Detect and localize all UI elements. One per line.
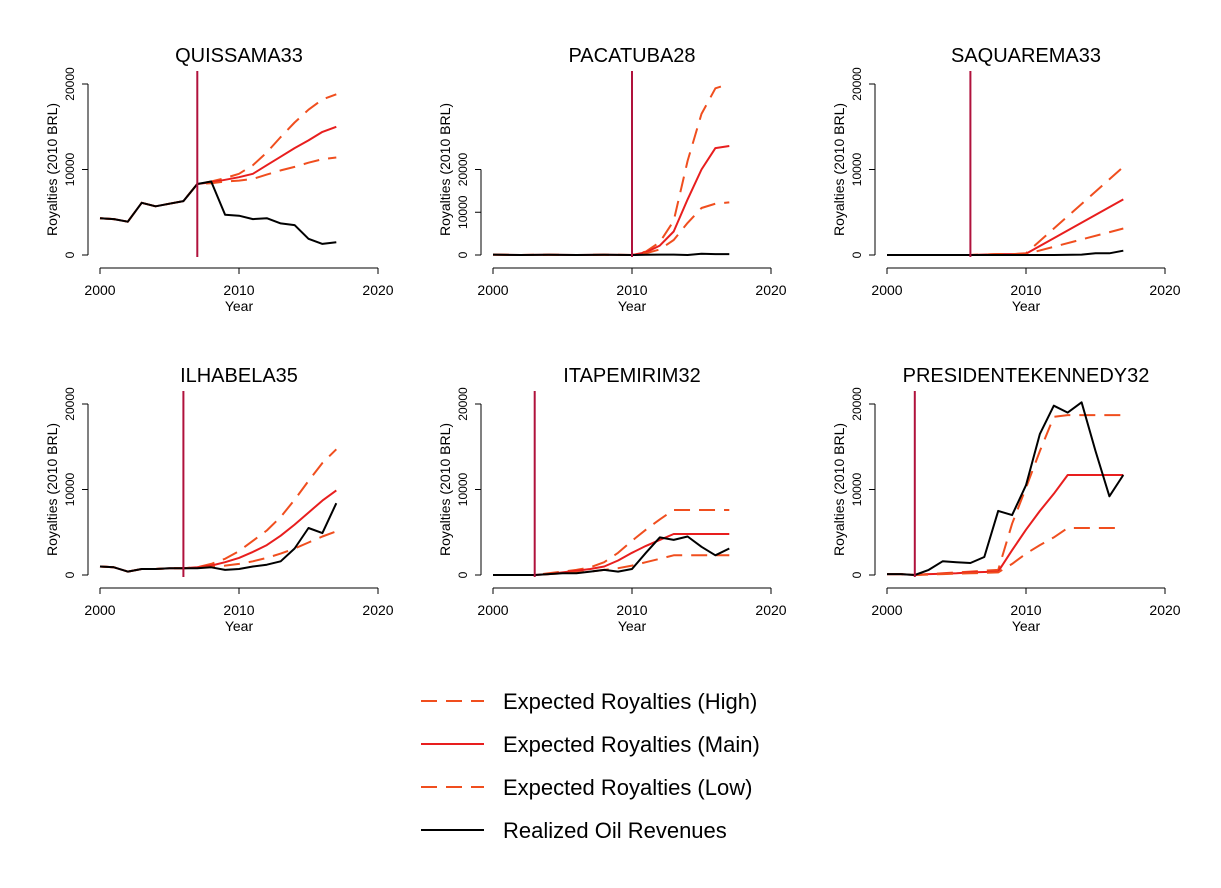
y-tick-label: 10000 xyxy=(63,152,77,186)
series-line-expected-royalties-main xyxy=(887,198,1124,256)
legend-item-expected-royalties-low: Expected Royalties (Low) xyxy=(421,775,752,800)
x-tick-label: 2010 xyxy=(616,602,647,618)
x-tick-label: 2000 xyxy=(871,282,902,298)
panel-title: SAQUAREMA33 xyxy=(951,45,1101,67)
panel-title: ITAPEMIRIM32 xyxy=(563,365,700,387)
series-line-expected-royalties-low xyxy=(887,527,1124,576)
series-line-expected-royalties-high xyxy=(887,166,1124,256)
x-axis-label: Year xyxy=(1012,298,1041,314)
panel-presidentekennedy32: PRESIDENTEKENNEDY32 2000 2010 2020 Year 0 1000… xyxy=(831,365,1181,634)
y-tick-label: 20000 xyxy=(456,387,470,421)
series-line-expected-royalties-high xyxy=(493,509,730,576)
series-line-expected-royalties-high xyxy=(887,414,1124,576)
x-axis-label: Year xyxy=(1012,618,1041,634)
legend-item-expected-royalties-high: Expected Royalties (High) xyxy=(421,689,757,714)
panel-ilhabela35: ILHABELA35 2000 2010 2020 Year 0 10000 20000Roy… xyxy=(44,365,394,634)
y-tick-label: 20000 xyxy=(850,67,864,101)
series-line-expected-royalties-low xyxy=(99,530,337,573)
y-axis-label: Royalties (2010 BRL) xyxy=(437,423,453,556)
x-tick-label: 2000 xyxy=(84,282,115,298)
y-axis-label: Royalties (2010 BRL) xyxy=(44,423,60,556)
legend: Expected Royalties (High) Expected Royalt… xyxy=(421,689,760,843)
y-tick-label: 0 xyxy=(850,251,864,258)
x-tick-label: 2020 xyxy=(1149,602,1180,618)
x-axis-label: Year xyxy=(618,618,647,634)
y-tick-label: 10000 xyxy=(850,472,864,506)
x-tick-label: 2000 xyxy=(84,602,115,618)
y-axis-label: Royalties (2010 BRL) xyxy=(831,423,847,556)
series-line-realized-oil-revenues xyxy=(492,252,730,256)
panel-title: ILHABELA35 xyxy=(180,365,298,387)
x-tick-label: 2010 xyxy=(616,282,647,298)
y-tick-label: 10000 xyxy=(456,472,470,506)
panel-quissama33: QUISSAMA33 2000 2010 2020 Year 0 10000 20000Roy… xyxy=(44,45,394,314)
x-axis-label: Year xyxy=(225,298,254,314)
series-line-expected-royalties-low xyxy=(99,156,337,223)
y-tick-label: 0 xyxy=(850,571,864,578)
y-tick-label: 0 xyxy=(456,571,470,578)
series-line-expected-royalties-high xyxy=(99,93,337,223)
y-tick-label: 20000 xyxy=(850,387,864,421)
series-line-realized-oil-revenues xyxy=(99,502,338,573)
legend-item-realized-oil-revenues: Realized Oil Revenues xyxy=(421,818,727,843)
series-line-realized-oil-revenues xyxy=(493,535,730,576)
y-axis-label: Royalties (2010 BRL) xyxy=(831,103,847,236)
series-line-realized-oil-revenues xyxy=(887,249,1124,256)
panel-title: PACATUBA28 xyxy=(568,45,695,67)
panel-title: QUISSAMA33 xyxy=(175,45,303,67)
x-tick-label: 2010 xyxy=(223,282,254,298)
series-line-expected-royalties-low xyxy=(492,201,730,256)
x-tick-label: 2020 xyxy=(755,282,786,298)
y-tick-label: 0 xyxy=(456,251,470,258)
series-line-expected-royalties-low xyxy=(493,554,730,576)
x-axis-label: Year xyxy=(618,298,647,314)
y-tick-label: 20000 xyxy=(63,387,77,421)
legend-label: Realized Oil Revenues xyxy=(503,818,727,843)
panel-saquarema33: SAQUAREMA33 2000 2010 2020 Year 0 10000 20000Ro… xyxy=(831,45,1181,314)
series-line-expected-royalties-main xyxy=(887,474,1124,576)
y-axis-label: Royalties (2010 BRL) xyxy=(437,103,453,236)
y-tick-label: 10000 xyxy=(456,195,470,229)
y-tick-label: 0 xyxy=(63,571,77,578)
series-line-expected-royalties-main xyxy=(492,145,730,256)
y-tick-label: 20000 xyxy=(63,67,77,101)
x-axis-label: Year xyxy=(225,618,254,634)
x-tick-label: 2020 xyxy=(362,282,393,298)
series-line-expected-royalties-low xyxy=(887,227,1124,256)
y-tick-label: 10000 xyxy=(850,152,864,186)
x-tick-label: 2000 xyxy=(871,602,902,618)
panel-title: PRESIDENTEKENNEDY32 xyxy=(903,365,1150,387)
x-tick-label: 2020 xyxy=(1149,282,1180,298)
y-tick-label: 20000 xyxy=(456,152,470,186)
series-line-realized-oil-revenues xyxy=(887,401,1125,576)
legend-label: Expected Royalties (Low) xyxy=(503,775,752,800)
y-tick-label: 0 xyxy=(63,251,77,258)
series-line-expected-royalties-high xyxy=(99,448,338,573)
panel-itapemirim32: ITAPEMIRIM32 2000 2010 2020 Year 0 10000 20000R… xyxy=(437,365,787,634)
panel-pacatuba28: PACATUBA28 2000 2010 2020 Year 0 10000 20000Roy… xyxy=(437,45,787,314)
series-line-expected-royalties-main xyxy=(99,489,337,573)
series-line-expected-royalties-main xyxy=(99,125,337,223)
y-axis-label: Royalties (2010 BRL) xyxy=(44,103,60,236)
series-line-expected-royalties-high xyxy=(492,83,730,256)
series-line-realized-oil-revenues xyxy=(99,180,337,245)
x-tick-label: 2010 xyxy=(1010,602,1041,618)
legend-label: Expected Royalties (High) xyxy=(503,689,757,714)
x-tick-label: 2020 xyxy=(755,602,786,618)
x-tick-label: 2010 xyxy=(223,602,254,618)
legend-label: Expected Royalties (Main) xyxy=(503,732,760,757)
x-tick-label: 2000 xyxy=(477,602,508,618)
x-tick-label: 2000 xyxy=(477,282,508,298)
legend-item-expected-royalties-main: Expected Royalties (Main) xyxy=(421,732,760,757)
y-tick-label: 10000 xyxy=(63,472,77,506)
x-tick-label: 2020 xyxy=(362,602,393,618)
x-tick-label: 2010 xyxy=(1010,282,1041,298)
